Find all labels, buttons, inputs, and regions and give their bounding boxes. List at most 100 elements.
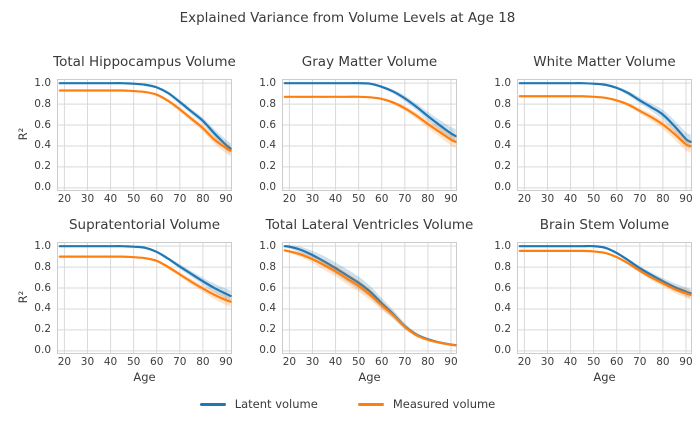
x-tick-label: 90	[219, 356, 233, 368]
series-line	[518, 95, 692, 148]
axes-spine	[57, 79, 232, 191]
legend-item-latent-volume: Latent volume	[199, 397, 318, 411]
legend-label-measured-volume: Measured volume	[392, 397, 496, 411]
x-tick-label: 40	[328, 356, 343, 368]
x-tick-label: 30	[80, 193, 95, 205]
x-tick-label: 90	[444, 356, 458, 368]
subplot-title: Brain Stem Volume	[539, 217, 670, 233]
confidence-band	[519, 250, 691, 300]
y-tick-label: 0.0	[259, 181, 276, 194]
y-tick-label: 0.2	[259, 160, 276, 173]
y-tick-label: 1.0	[34, 76, 51, 89]
x-tick-label: 50	[126, 356, 141, 368]
confidence-band	[284, 82, 456, 143]
x-tick-label: 30	[305, 193, 320, 205]
confidence-band	[284, 249, 456, 347]
series-line	[518, 82, 692, 143]
x-tick-label: 90	[679, 193, 693, 205]
x-tick-label: 40	[328, 193, 343, 205]
series-line	[283, 82, 457, 138]
confidence-band	[284, 96, 456, 149]
x-tick-label: 80	[421, 193, 435, 205]
x-tick-label: 20	[282, 356, 297, 368]
axes-spine	[282, 79, 457, 191]
confidence-band	[59, 245, 231, 302]
latent-volume-line-swatch	[199, 402, 226, 406]
x-tick-label: 50	[586, 356, 601, 368]
x-tick-label: 50	[586, 193, 601, 205]
y-tick-label: 1.0	[494, 76, 511, 89]
x-tick-label: 50	[126, 193, 141, 205]
axes-spine	[282, 242, 457, 354]
x-tick-label: 80	[656, 193, 670, 205]
figure-title: Explained Variance from Volume Levels at…	[179, 10, 516, 26]
y-tick-label: 0.6	[259, 281, 276, 294]
y-tick-label: 0.2	[259, 323, 276, 336]
series-line	[58, 245, 232, 298]
y-tick-label: 1.0	[494, 239, 511, 252]
y-tick-label: 0.8	[259, 97, 276, 110]
y-tick-label: 0.8	[34, 260, 51, 273]
y-tick-label: 0.4	[494, 302, 511, 315]
y-tick-label: 0.0	[34, 181, 51, 194]
x-tick-label: 70	[173, 193, 187, 205]
x-tick-label: 70	[633, 193, 647, 205]
confidence-band	[59, 82, 231, 155]
y-tick-label: 0.2	[494, 323, 511, 336]
plot-area	[57, 242, 232, 354]
x-axis-label: Age	[593, 370, 616, 384]
x-tick-label: 30	[540, 356, 555, 368]
y-tick-label: 0.6	[494, 281, 511, 294]
y-tick-label: 0.0	[259, 344, 276, 357]
subplot-title: Total Hippocampus Volume	[53, 54, 236, 70]
x-tick-label: 80	[656, 356, 670, 368]
subplot-title: White Matter Volume	[533, 54, 676, 70]
x-axis-label: Age	[133, 370, 156, 384]
y-tick-label: 0.4	[259, 139, 276, 152]
y-tick-label: 0.8	[34, 97, 51, 110]
x-tick-label: 90	[444, 193, 458, 205]
plot-area	[282, 242, 457, 354]
legend: Latent volume Measured volume	[0, 397, 695, 411]
x-tick-label: 70	[398, 356, 412, 368]
x-tick-label: 20	[517, 193, 532, 205]
legend-label-latent-volume: Latent volume	[234, 397, 318, 411]
y-tick-label: 0.2	[34, 160, 51, 173]
axes-spine	[517, 79, 692, 191]
x-tick-label: 60	[610, 356, 624, 368]
y-tick-label: 1.0	[34, 239, 51, 252]
x-tick-label: 60	[150, 356, 164, 368]
y-tick-label: 0.4	[34, 302, 51, 315]
y-tick-label: 0.8	[259, 260, 276, 273]
measured-volume-line-swatch	[357, 402, 384, 406]
series-line	[58, 89, 232, 152]
y-axis-label: R²	[16, 290, 30, 304]
axes-spine	[57, 242, 232, 354]
y-tick-label: 0.4	[34, 139, 51, 152]
x-tick-label: 80	[421, 356, 435, 368]
plot-area	[517, 79, 692, 191]
y-tick-label: 0.4	[259, 302, 276, 315]
y-tick-label: 0.2	[494, 160, 511, 173]
y-tick-label: 0.6	[34, 281, 51, 294]
x-tick-label: 50	[351, 356, 366, 368]
x-tick-label: 80	[196, 193, 210, 205]
plot-area	[517, 242, 692, 354]
x-tick-label: 90	[219, 193, 233, 205]
y-tick-label: 0.6	[34, 118, 51, 131]
x-tick-label: 40	[103, 193, 118, 205]
x-tick-label: 70	[398, 193, 412, 205]
y-tick-label: 0.0	[34, 344, 51, 357]
x-tick-label: 80	[196, 356, 210, 368]
plot-area	[57, 79, 232, 191]
x-tick-label: 30	[80, 356, 95, 368]
x-axis-label: Age	[358, 370, 381, 384]
series-line	[58, 255, 232, 303]
y-tick-label: 0.2	[34, 323, 51, 336]
x-tick-label: 40	[563, 193, 578, 205]
y-tick-label: 0.4	[494, 139, 511, 152]
x-tick-label: 30	[540, 193, 555, 205]
y-tick-label: 0.8	[494, 97, 511, 110]
x-tick-label: 20	[57, 356, 72, 368]
